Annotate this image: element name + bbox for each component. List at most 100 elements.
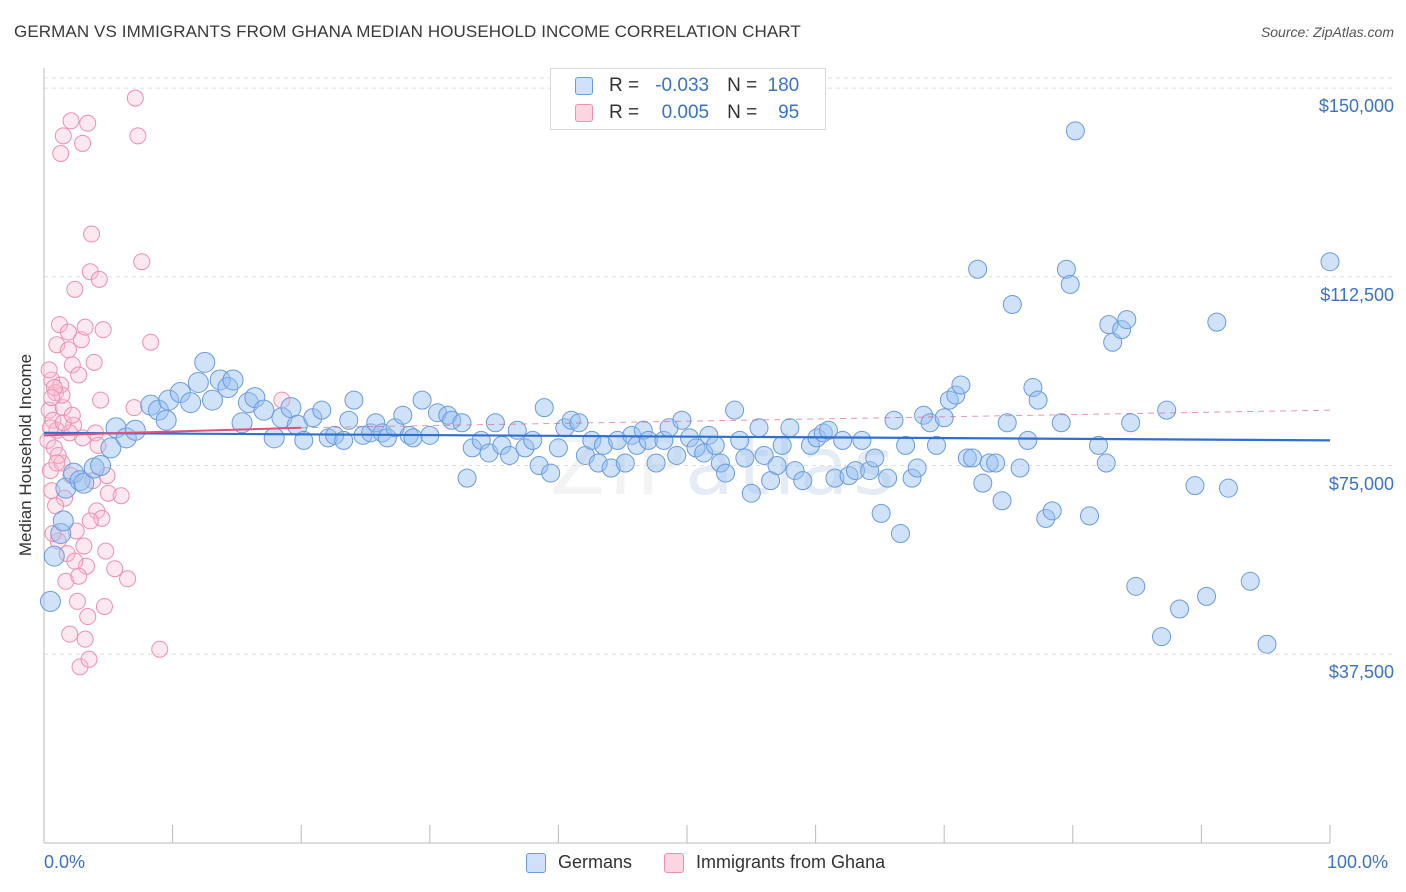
german-point [852,430,872,450]
german-point [1152,627,1172,647]
german-point [1002,294,1022,314]
german-point [615,453,635,473]
german-point [1010,458,1030,478]
german-point [534,398,554,418]
german-point [878,468,898,488]
german-point [896,435,916,455]
german-point [1023,378,1043,398]
ghana-point [125,399,143,417]
legend-label-ghana: Immigrants from Ghana [696,852,886,872]
german-point [992,491,1012,511]
german-point [672,410,692,430]
german-point [890,523,910,543]
n-value: 95 [778,102,800,123]
german-point [253,399,275,421]
ghana-point [43,389,61,407]
german-point [951,375,971,395]
german-point [1112,320,1132,340]
german-point [588,453,608,473]
german-point [50,522,72,544]
x-tick-max: 100.0% [1327,852,1389,872]
ghana-point [59,323,77,341]
german-point [741,483,761,503]
ghana-point [75,537,93,555]
german-point [646,453,666,473]
series-legend: Germans Immigrants from Ghana [526,852,917,873]
german-point [705,435,725,455]
german-point [926,435,946,455]
german-point [785,461,805,481]
ghana-point [66,280,84,298]
ghana-point [68,592,86,610]
axes [43,68,1331,844]
ghana-point [133,253,151,271]
german-point [767,456,787,476]
ghana-point [94,321,112,339]
german-point [633,420,653,440]
german-point [312,400,332,420]
source-credit: Source: ZipAtlas.com [1260,24,1394,40]
german-point [833,430,853,450]
ghana-point [89,436,107,454]
german-point [1207,312,1227,332]
ghana-point [62,112,80,130]
ghana-point [99,484,117,502]
german-point [366,413,386,433]
german-point [1185,476,1205,496]
ghana-point [126,89,144,107]
ghana-point [52,144,70,162]
ghana-point [97,542,115,560]
german-point [1089,435,1109,455]
german-point [699,425,719,445]
ghana-point [79,114,97,132]
german-point [209,369,231,391]
ghana-points [39,89,291,676]
german-point [865,448,885,468]
german-point [1051,413,1071,433]
german-point [124,419,146,441]
ghana-point [112,487,130,505]
legend-item-ghana[interactable]: Immigrants from Ghana [664,852,885,873]
german-point [561,410,581,430]
german-point [772,435,792,455]
ghana-point [54,127,72,145]
german-point [1018,430,1038,450]
ghana-point [83,225,101,243]
german-point [973,473,993,493]
german-point [710,453,730,473]
ghana-point [142,333,160,351]
ghana-trend-line [43,426,302,437]
german-point [780,418,800,438]
ghana-point [106,560,124,578]
german-point [986,453,1006,473]
ghana-point [119,570,137,588]
legend-item-germans[interactable]: Germans [526,852,632,873]
r-value: 0.005 [661,102,710,123]
r-label: R = [609,75,640,96]
german-point [52,510,74,532]
grid-lines [44,77,1394,655]
r-value: -0.033 [655,75,710,96]
german-point [735,448,755,468]
german-point [920,413,940,433]
german-point [1170,599,1190,619]
ghana-point [63,356,81,374]
german-point [194,351,216,373]
stats-row-germans: R = -0.033 N = 180 [575,73,799,99]
german-point [749,418,769,438]
german-point [158,389,180,411]
german-point [839,466,859,486]
german-point [871,503,891,523]
ghana-point [48,454,66,472]
germans-swatch [575,77,593,95]
german-point [334,430,354,450]
german-point [725,400,745,420]
german-point [902,468,922,488]
ghana-point [129,127,147,145]
german-point [294,430,314,450]
german-point [884,410,904,430]
ghana-point [74,134,92,152]
german-point [1080,506,1100,526]
german-point [372,423,392,443]
ghana-point [40,361,58,379]
